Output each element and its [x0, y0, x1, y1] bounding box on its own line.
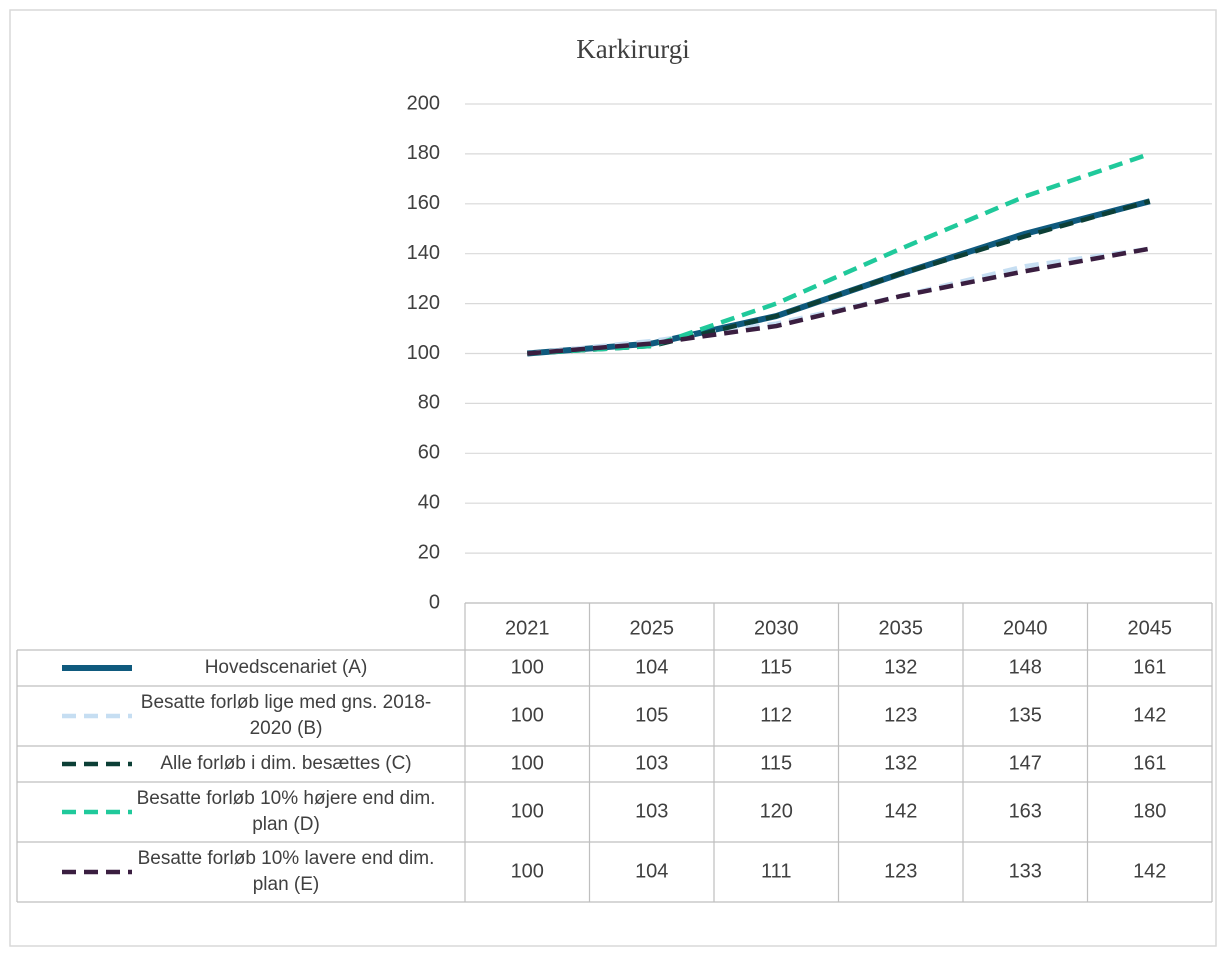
- x-tick-label: 2021: [505, 617, 550, 639]
- table-value: 104: [635, 656, 668, 678]
- y-tick-label: 160: [407, 192, 440, 214]
- series-line: [527, 246, 1151, 356]
- table-value: 161: [1133, 656, 1166, 678]
- table-value: 100: [511, 860, 544, 882]
- y-tick-label: 80: [418, 392, 440, 414]
- table-value: 104: [635, 860, 668, 882]
- table-value: 100: [511, 704, 544, 726]
- y-tick-label: 140: [407, 242, 440, 264]
- table-value: 142: [1133, 860, 1166, 882]
- table-value: 133: [1009, 860, 1042, 882]
- x-tick-label: 2030: [754, 617, 799, 639]
- table-value: 111: [761, 860, 791, 882]
- table-value: 132: [884, 656, 917, 678]
- y-tick-label: 200: [407, 92, 440, 114]
- table-value: 100: [511, 800, 544, 822]
- table-value: 103: [635, 800, 668, 822]
- y-tick-label: 60: [418, 442, 440, 464]
- x-tick-label: 2035: [879, 617, 924, 639]
- chart-border: [9, 9, 1217, 947]
- table-value: 100: [511, 752, 544, 774]
- table-value: 115: [760, 656, 792, 678]
- legend-label: Besatte forløb 10% lavere end dim. plan …: [137, 848, 435, 895]
- y-tick-label: 40: [418, 491, 440, 513]
- table-value: 123: [884, 704, 917, 726]
- table-value: 142: [1133, 704, 1166, 726]
- table-value: 132: [884, 752, 917, 774]
- legend-label: Besatte forløb 10% højere end dim. plan …: [136, 788, 436, 835]
- y-tick-label: 0: [429, 591, 440, 613]
- x-tick-label: 2045: [1128, 617, 1173, 639]
- table-value: 147: [1009, 752, 1042, 774]
- table-value: 135: [1009, 704, 1042, 726]
- legend-label: Alle forløb i dim. besættes (C): [160, 753, 412, 774]
- table-value: 123: [884, 860, 917, 882]
- table-value: 161: [1133, 752, 1166, 774]
- series-line: [527, 199, 1151, 356]
- table-value: 103: [635, 752, 668, 774]
- table-value: 120: [760, 800, 793, 822]
- table-value: 115: [760, 752, 792, 774]
- table-value: 148: [1009, 656, 1042, 678]
- y-tick-label: 180: [407, 142, 440, 164]
- table-value: 112: [760, 704, 792, 726]
- y-tick-label: 120: [407, 292, 440, 314]
- legend-label: Hovedscenariet (A): [204, 657, 368, 678]
- y-tick-label: 100: [407, 342, 440, 364]
- table-value: 105: [635, 704, 668, 726]
- table-value: 180: [1133, 800, 1166, 822]
- y-tick-label: 20: [418, 541, 440, 563]
- table-value: 163: [1009, 800, 1042, 822]
- table-value: 100: [511, 656, 544, 678]
- x-tick-label: 2040: [1003, 617, 1048, 639]
- legend-label: Besatte forløb lige med gns. 2018-2020 (…: [140, 692, 432, 739]
- chart-title: Karkirurgi: [576, 34, 689, 64]
- table-value: 142: [884, 800, 917, 822]
- x-tick-label: 2025: [630, 617, 675, 639]
